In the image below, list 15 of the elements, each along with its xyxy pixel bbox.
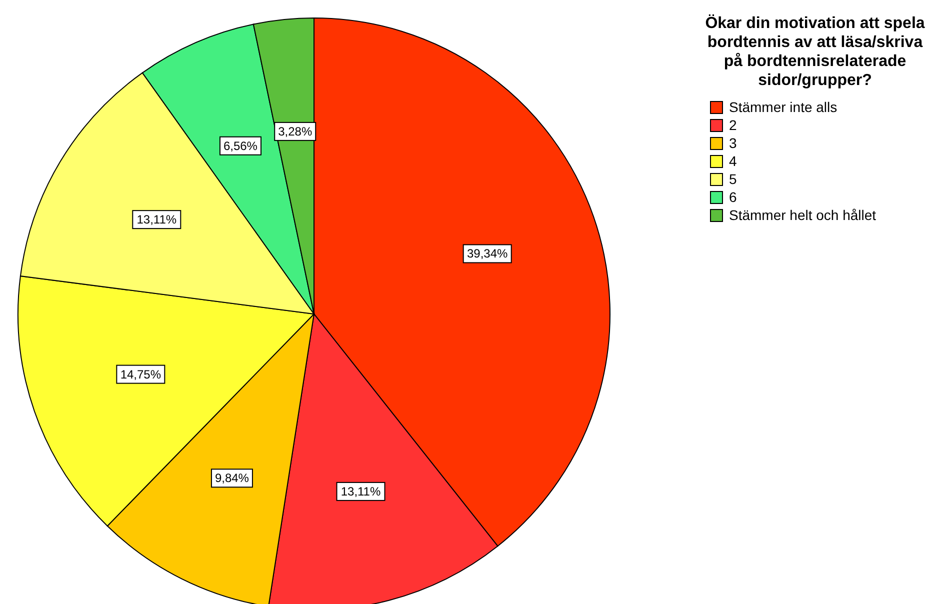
legend-label: 5 <box>729 170 737 188</box>
legend-label: 2 <box>729 116 737 134</box>
legend-label: 3 <box>729 134 737 152</box>
data-label: 14,75% <box>120 367 162 382</box>
legend-label: 4 <box>729 152 737 170</box>
legend-label: Stämmer helt och hållet <box>729 206 876 224</box>
data-label: 13,11% <box>136 212 177 227</box>
data-label: 13,11% <box>340 484 381 498</box>
data-label: 9,84% <box>214 471 250 486</box>
legend-label: 6 <box>729 188 737 206</box>
data-label: 3,28% <box>278 124 312 138</box>
data-label: 6,56% <box>223 138 258 153</box>
legend-title: Ökar din motivation att spela bordtennis av att läsa/skriva på bordtennisrelaterade sidor/grupper? <box>704 14 926 90</box>
legend-label: Stämmer inte alls <box>729 98 838 116</box>
data-label: 39,34% <box>466 246 508 261</box>
